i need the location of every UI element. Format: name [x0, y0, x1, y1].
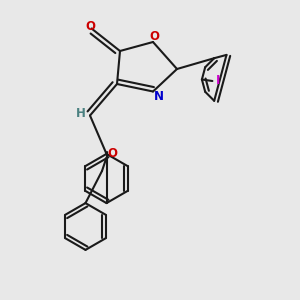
Text: H: H [76, 106, 85, 120]
Text: O: O [107, 147, 117, 160]
Text: O: O [85, 20, 95, 34]
Text: N: N [153, 89, 164, 103]
Text: O: O [149, 30, 159, 43]
Text: I: I [216, 74, 220, 88]
